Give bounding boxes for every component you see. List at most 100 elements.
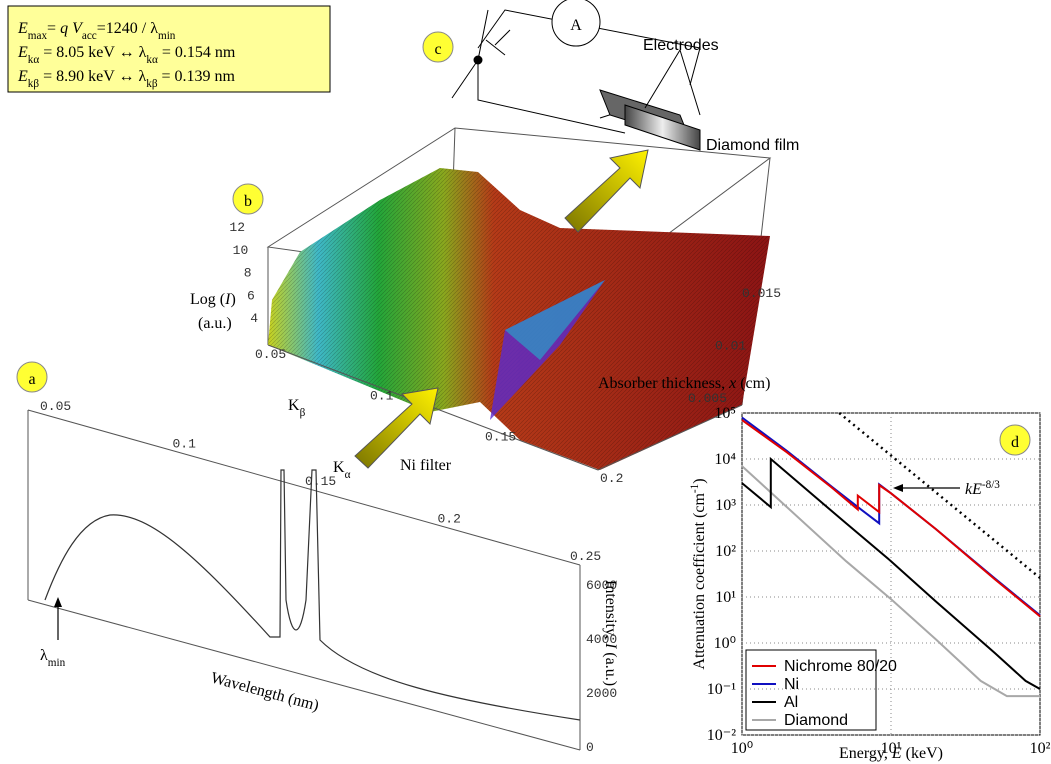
x-axis-label: Energy, E (keV) [839, 745, 943, 762]
x-tick-label: 0.1 [370, 388, 394, 403]
panel-b [268, 128, 770, 470]
text-part: E [17, 68, 28, 85]
x-tick-label: 10² [1030, 740, 1051, 757]
text-part: =1240 / λ [97, 20, 158, 37]
text-part: (keV) [902, 745, 943, 762]
label-arrows [645, 50, 700, 115]
text-part: = 8.05 keV ↔ λ [39, 44, 146, 61]
legend-label: Ni [784, 676, 799, 693]
text-part: min [158, 30, 176, 42]
peak-label: Kβ [288, 397, 306, 419]
text-part: E [17, 44, 28, 61]
text-part: K [288, 397, 300, 414]
legend-label: Nichrome 80/20 [784, 658, 897, 675]
text-part: min [48, 657, 66, 669]
y-tick-label: 0.01 [715, 339, 746, 354]
text-part: kE [965, 481, 982, 498]
z-tick-label: 8 [244, 266, 252, 281]
axis-edge [28, 600, 580, 750]
y-tick-label: 10⁴ [714, 451, 736, 468]
text-part: -8/3 [982, 479, 1000, 491]
y-tick-label: 10¹ [715, 589, 736, 606]
annotation-arrow-head [54, 597, 62, 607]
z-tick-label: 12 [229, 220, 245, 235]
x-tick-label: 0.15 [305, 474, 336, 489]
text-part: Log ( [190, 291, 225, 308]
x-tick-label: 0.1 [173, 437, 197, 452]
switch [486, 30, 510, 55]
text-part: x [728, 375, 736, 392]
text-part: Attenuation coefficient (cm [691, 493, 708, 670]
y-tick-label: 10⁰ [714, 635, 736, 652]
x-tick-label: 0.25 [570, 549, 601, 564]
z-tick-label: 10 [233, 243, 249, 258]
legend-label: Diamond [784, 712, 848, 729]
y-tick-label: 0.015 [742, 286, 781, 301]
x-tick-label: 0.05 [255, 347, 286, 362]
z-axis-unit: (a.u.) [198, 315, 232, 332]
legend-label: Al [784, 694, 798, 711]
detector-arrow [565, 150, 648, 232]
text-part: kα [28, 54, 40, 66]
y-tick-label: 10² [715, 543, 736, 560]
spectrum-curve [45, 470, 580, 720]
text-part: kα [146, 54, 158, 66]
text-part: max [28, 30, 48, 42]
x-tick-label: 0.15 [485, 430, 516, 445]
text-part: E [891, 745, 902, 762]
node [474, 56, 482, 64]
text-part: Energy, [839, 745, 892, 762]
surface-mesh [268, 168, 770, 470]
panel-letter: c [434, 41, 441, 58]
x-tick-label: 0.2 [438, 512, 461, 527]
x-tick-label: 0.2 [600, 471, 623, 486]
annotation: λmin [40, 647, 66, 669]
text-part: = 0.154 nm [158, 44, 236, 61]
filter-label: Ni filter [400, 457, 452, 474]
y-tick-label: 10⁵ [714, 405, 736, 422]
text-part: α [345, 469, 351, 481]
panel-letter: b [244, 193, 252, 210]
text-part: Absorber thickness, [598, 375, 729, 392]
x-tick-label: 0.05 [40, 399, 71, 414]
text-part: = 8.90 keV ↔ λ [39, 68, 146, 85]
text-part: (a.u.) [602, 648, 619, 686]
text-part: -1 [689, 484, 701, 493]
y-axis-label: Attenuation coefficient (cm-1) [689, 478, 708, 669]
text-part: = [47, 20, 60, 37]
z-tick-label: 4 [250, 311, 258, 326]
annotation: kE-8/3 [965, 479, 1000, 498]
y-axis-label: Intensity, I (a.u.) [602, 580, 619, 686]
meter-label: A [570, 17, 582, 34]
film-label: Diamond film [706, 137, 799, 154]
text-part: kβ [146, 78, 158, 90]
x-tick-label: 10⁰ [731, 740, 753, 757]
text-part: (cm) [736, 375, 770, 392]
text-part: K [333, 459, 345, 476]
z-axis-label: Log (I) [190, 291, 236, 308]
switch-arrows [452, 10, 488, 98]
text-part: E [17, 20, 28, 37]
filter-arrow [355, 388, 438, 468]
annotation-arrow-head [893, 484, 903, 492]
y-tick-label: 10³ [715, 497, 736, 514]
figure: Emax= q Vacc=1240 / λminEkα = 8.05 keV ↔… [0, 0, 1051, 764]
x-axis-label: Wavelength (nm) [209, 669, 321, 714]
text-part: ) [230, 291, 235, 308]
y-axis-label: Absorber thickness, x (cm) [598, 375, 770, 392]
text-part: Intensity, [602, 580, 619, 643]
text-part: acc [82, 30, 97, 42]
text-part: β [300, 407, 306, 419]
y-tick-label: 0.005 [688, 391, 727, 406]
y-tick-label: 0 [586, 740, 594, 755]
text-part: kβ [28, 78, 40, 90]
panel-letter: d [1011, 434, 1019, 451]
electrodes-label: Electrodes [643, 37, 719, 54]
z-tick-label: 6 [247, 288, 255, 303]
text-part: ) [691, 478, 708, 483]
panel-letter: a [28, 371, 35, 388]
y-tick-label: 10⁻¹ [707, 681, 736, 698]
text-part: = 0.139 nm [158, 68, 236, 85]
y-tick-label: 2000 [586, 686, 617, 701]
text-part: q [60, 20, 68, 37]
